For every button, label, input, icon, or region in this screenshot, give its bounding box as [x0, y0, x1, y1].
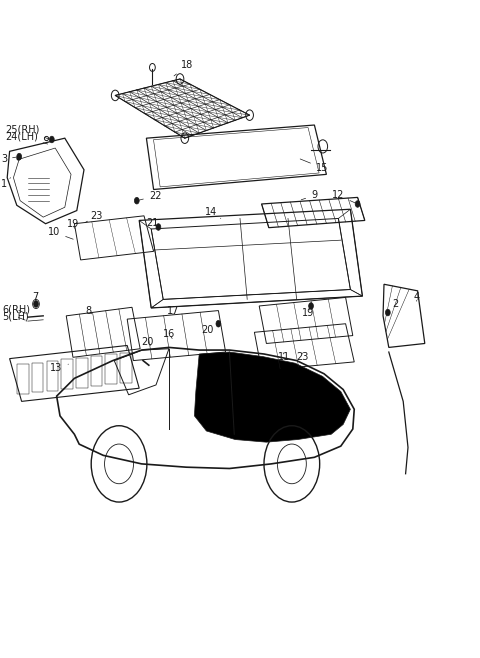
Bar [61, 359, 73, 389]
Bar [17, 365, 29, 394]
Circle shape [216, 320, 221, 327]
Polygon shape [194, 352, 350, 442]
Bar [76, 358, 87, 388]
Text: 19: 19 [67, 218, 80, 229]
Circle shape [49, 136, 54, 143]
Text: 5(LH): 5(LH) [2, 311, 29, 322]
Text: 23: 23 [85, 211, 103, 222]
Text: 24(LH): 24(LH) [5, 132, 48, 144]
Circle shape [309, 303, 313, 309]
Text: 20: 20 [142, 337, 154, 347]
Text: 11: 11 [278, 351, 291, 362]
Text: 21: 21 [146, 218, 159, 228]
Bar [106, 354, 117, 384]
Text: 4: 4 [414, 292, 420, 303]
Circle shape [17, 153, 22, 160]
Circle shape [355, 201, 360, 207]
Text: 8: 8 [85, 305, 92, 316]
Text: 9: 9 [301, 190, 317, 201]
Circle shape [34, 301, 38, 307]
Circle shape [156, 224, 161, 230]
Text: 15: 15 [300, 159, 328, 173]
Text: 7: 7 [33, 292, 39, 303]
Text: 13: 13 [50, 363, 69, 374]
Text: 16: 16 [163, 329, 176, 340]
Circle shape [134, 197, 139, 204]
Bar [91, 356, 102, 386]
Bar [120, 353, 132, 382]
Text: 20: 20 [202, 324, 218, 336]
Text: 1: 1 [1, 178, 11, 190]
Text: 2: 2 [388, 299, 399, 313]
Text: 25(RH): 25(RH) [5, 124, 48, 139]
Text: 3: 3 [1, 154, 16, 164]
Bar [47, 361, 58, 391]
Text: 22: 22 [140, 191, 161, 201]
Text: 6(RH): 6(RH) [2, 304, 30, 315]
Bar [32, 363, 43, 392]
Text: 12: 12 [332, 190, 355, 203]
Text: 10: 10 [48, 227, 73, 240]
Text: 23: 23 [297, 351, 309, 362]
Text: 18: 18 [174, 60, 194, 76]
Text: 17: 17 [167, 305, 180, 316]
Text: 19: 19 [302, 307, 315, 318]
Circle shape [385, 309, 390, 316]
Text: 14: 14 [205, 207, 221, 218]
